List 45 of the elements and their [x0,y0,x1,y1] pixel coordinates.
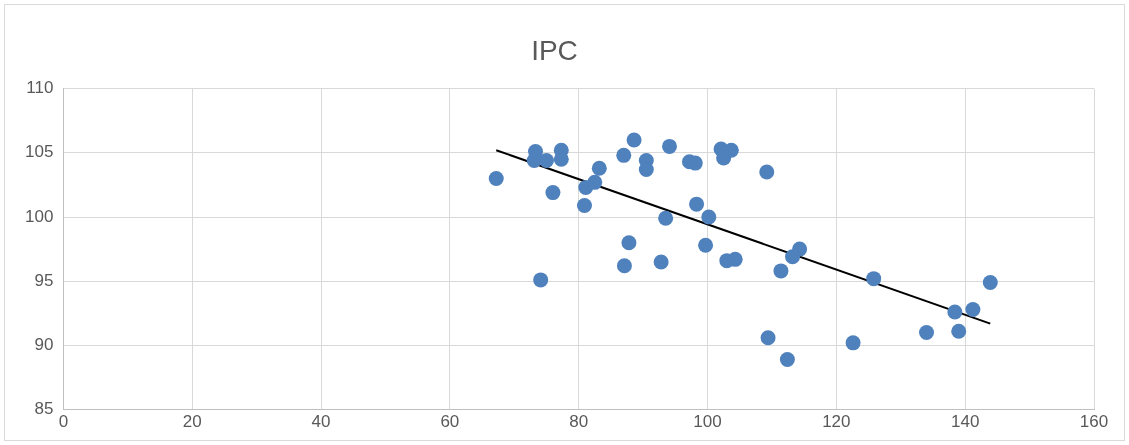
y-tick-label: 100 [24,206,54,226]
point [538,153,554,168]
point [759,164,775,180]
point [533,272,549,288]
y-tick-label: 90 [34,335,54,355]
y-tick-label: 105 [24,142,54,162]
x-tick-label: 80 [569,412,589,432]
x-tick-label: 0 [58,412,69,432]
x-tick-label: 120 [822,412,851,432]
point [779,352,795,368]
x-tick-label: 60 [440,412,460,432]
point [792,241,808,257]
point [658,210,674,226]
x-tick-label: 100 [693,412,722,432]
y-tick-label: 85 [34,399,54,419]
point [576,197,592,213]
point [689,196,705,212]
point [866,271,882,287]
point [545,185,561,201]
point [701,209,717,225]
point [591,160,607,176]
point [653,254,669,270]
y-tick-label: 110 [26,78,54,98]
point [488,170,504,186]
point [951,323,967,339]
point [626,132,642,148]
point [919,325,935,341]
point [662,138,678,154]
point [845,335,861,351]
x-tick-label: 140 [950,412,980,432]
point [616,258,632,274]
point [982,274,998,290]
point [947,304,963,320]
point [773,263,789,279]
point [621,235,637,251]
point [760,330,776,346]
x-tick-label: 160 [1079,412,1109,432]
point [698,237,714,253]
point [965,301,981,317]
x-tick-label: 40 [311,412,331,432]
point [587,174,603,190]
chart-title: IPC [531,34,578,66]
y-tick-label: 95 [34,270,54,290]
x-tick-label: 20 [182,412,202,432]
point [616,147,632,163]
